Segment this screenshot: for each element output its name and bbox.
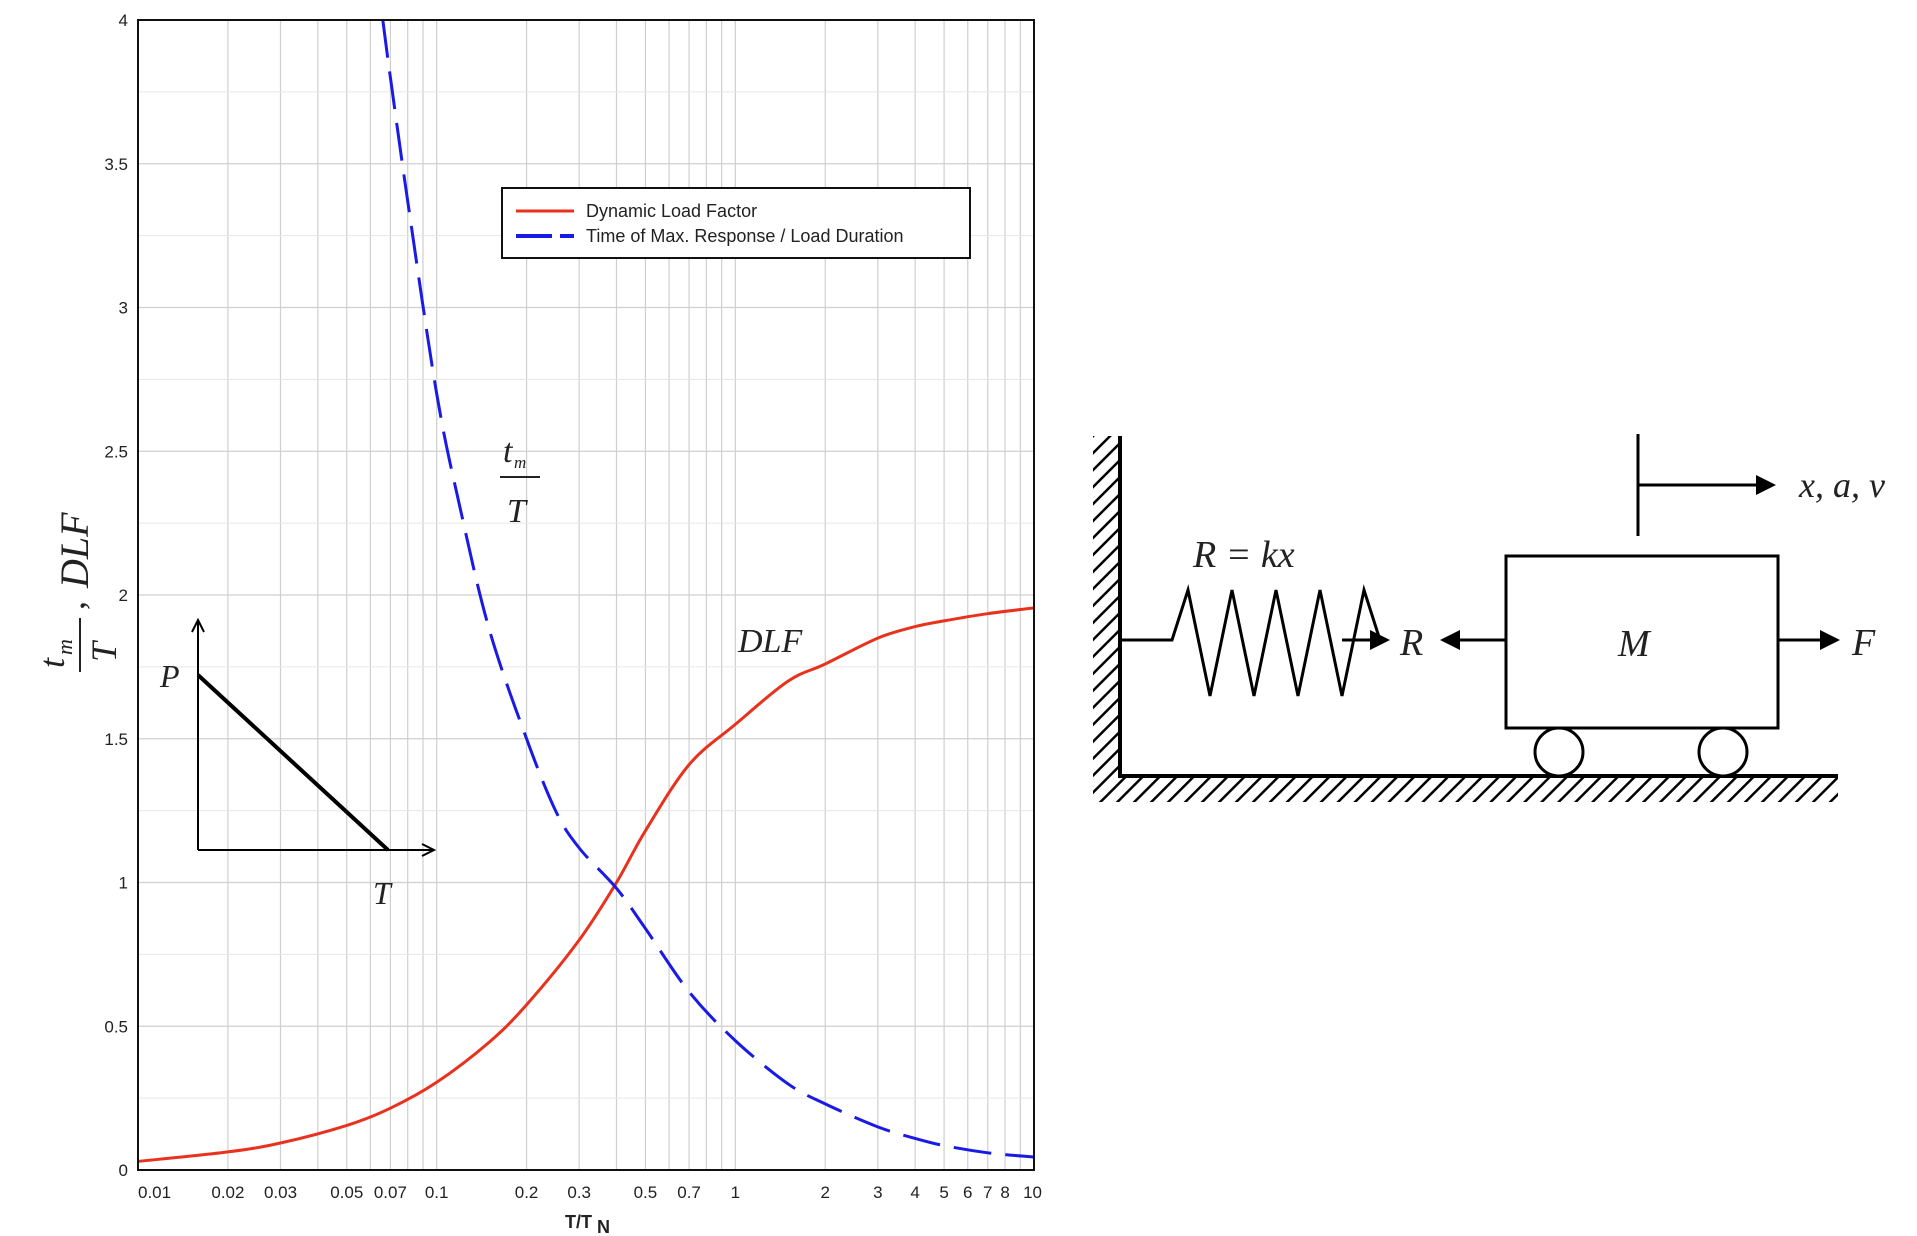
- tm-numerator: t: [503, 433, 514, 470]
- x-tick-label: 0.1: [425, 1183, 449, 1202]
- y-tick-label: 0.5: [104, 1017, 128, 1036]
- spring-label: R = kx: [1192, 534, 1295, 576]
- x-tick-label: 2: [821, 1183, 830, 1202]
- motion-arrow-head: [1756, 475, 1776, 495]
- x-tick-label: 0.03: [264, 1183, 297, 1202]
- floor-hatch: [1093, 776, 1838, 802]
- plot-frame: [137, 19, 1035, 1171]
- tm-subscript: m: [514, 453, 526, 472]
- legend-label-dlf: Dynamic Load Factor: [586, 201, 757, 221]
- force-label: F: [1851, 622, 1876, 664]
- mass-label: M: [1617, 623, 1652, 665]
- x-tick-label: 0.05: [330, 1183, 363, 1202]
- y-label-comma: ,: [52, 601, 92, 610]
- x-tick-label: 10: [1023, 1183, 1042, 1202]
- y-label-T: T: [84, 639, 124, 662]
- y-tick-label: 2: [119, 586, 128, 605]
- x-axis-label-sub: N: [597, 1217, 610, 1236]
- legend-label-tm: Time of Max. Response / Load Duration: [586, 226, 904, 246]
- x-tick-label: 0.2: [515, 1183, 539, 1202]
- y-tick-label: 4: [119, 11, 128, 30]
- reaction-label: R: [1399, 622, 1423, 664]
- legend: Dynamic Load Factor Time of Max. Respons…: [501, 187, 971, 259]
- y-tick-label: 3.5: [104, 155, 128, 174]
- spring-arrow-head: [1370, 630, 1390, 650]
- x-tick-label: 3: [873, 1183, 882, 1202]
- x-tick-label: 7: [983, 1183, 992, 1202]
- y-tick-label: 1.5: [104, 730, 128, 749]
- x-tick-label: 0.5: [634, 1183, 658, 1202]
- y-label-dlf: DLF: [52, 512, 97, 589]
- inset-x-arrow: [421, 843, 437, 857]
- tm-denominator: T: [507, 493, 528, 530]
- inset-p-label: P: [159, 658, 180, 694]
- y-tick-label: 2.5: [104, 442, 128, 461]
- x-axis-label-main: T/T: [565, 1212, 592, 1232]
- x-tick-label: 6: [963, 1183, 972, 1202]
- x-tick-label: 1: [731, 1183, 740, 1202]
- dlf-chart: 0.01 0.02 0.03 0.05 0.07 0.1 0.2 0.3 0.5 0.7 1 2 3 4 5…: [32, 11, 1042, 1236]
- force-head: [1820, 630, 1840, 650]
- x-tick-label: 0.7: [677, 1183, 701, 1202]
- mass-reaction-head: [1440, 630, 1460, 650]
- x-tick-label: 8: [1000, 1183, 1009, 1202]
- x-tick-label: 5: [939, 1183, 948, 1202]
- y-tick-label: 1: [119, 874, 128, 893]
- x-tick-label: 0.07: [374, 1183, 407, 1202]
- y-label-m: m: [52, 639, 77, 655]
- legend-box: [501, 187, 971, 259]
- y-axis-ticks: 0 0.5 1 1.5 2 2.5 3 3.5 4: [104, 11, 128, 1180]
- spring-mass-diagram: R = kx R M F x, a, v: [1093, 434, 1885, 802]
- y-tick-label: 3: [119, 299, 128, 318]
- series-line-time-of-max-response: [381, 20, 1034, 1159]
- motion-label: x, a, v: [1798, 465, 1885, 505]
- x-tick-label: 0.02: [211, 1183, 244, 1202]
- y-axis-label: t m T , DLF: [32, 512, 124, 672]
- y-tick-label: 0: [119, 1161, 128, 1180]
- x-tick-label: 4: [910, 1183, 919, 1202]
- series-line-dynamic-load-factor: [138, 606, 1034, 1163]
- triangular-pulse-inset: P T: [159, 617, 437, 911]
- tm-over-t-annotation: t m T: [500, 433, 540, 530]
- wall-hatch: [1093, 436, 1119, 778]
- y-label-t: t: [32, 657, 72, 668]
- wheel-right: [1697, 726, 1749, 778]
- dlf-annotation: DLF: [737, 623, 803, 660]
- x-tick-label: 0.3: [567, 1183, 591, 1202]
- inset-y-arrow: [191, 617, 205, 633]
- inset-t-label: T: [373, 875, 393, 911]
- x-axis-label: T/T N: [565, 1212, 610, 1236]
- mass-block: [1504, 554, 1780, 730]
- spring: [1120, 584, 1385, 697]
- inset-pulse-line: [196, 673, 390, 852]
- x-axis-ticks: 0.01 0.02 0.03 0.05 0.07 0.1 0.2 0.3 0.5 0.7 1 2 3 4 5…: [138, 1183, 1042, 1202]
- wheel-left: [1533, 726, 1585, 778]
- x-tick-label: 0.01: [138, 1183, 171, 1202]
